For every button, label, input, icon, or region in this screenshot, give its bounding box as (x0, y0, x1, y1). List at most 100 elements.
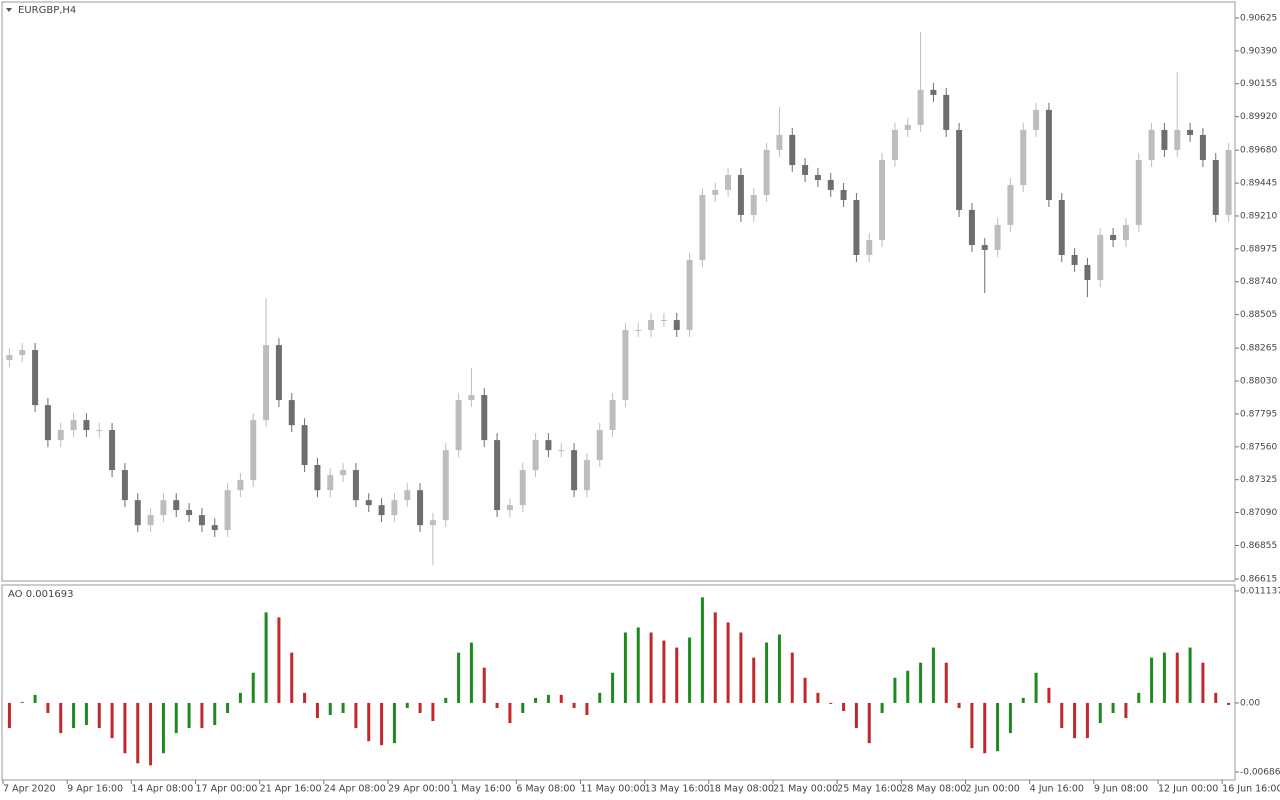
ao-bar (1098, 702, 1102, 724)
y-tick-label: -0.006864 (1240, 767, 1280, 777)
candle-body (1122, 224, 1129, 241)
symbol-menu[interactable] (6, 8, 12, 12)
ao-bar (880, 702, 884, 713)
candle-body (1187, 129, 1194, 135)
ao-bar (688, 637, 692, 703)
ao-bar (251, 672, 255, 703)
ao-bar (33, 694, 37, 703)
candle-body (712, 189, 719, 195)
x-tick-label: 7 Apr 2020 (3, 784, 56, 795)
ao-bar (290, 652, 294, 703)
ao-bar (1124, 702, 1128, 719)
ao-bar (264, 612, 268, 703)
ao-bar (444, 697, 448, 703)
ao-bar (1085, 702, 1089, 739)
candle-body (1071, 254, 1078, 265)
x-tick-label: 17 Apr 00:00 (196, 784, 258, 795)
candle-body (211, 525, 218, 531)
y-tick-label: 0.88740 (1240, 277, 1277, 287)
candle-body (1084, 264, 1091, 281)
candle-body (1097, 234, 1104, 281)
candle-body (70, 420, 77, 431)
candle-body (288, 400, 295, 426)
candle-body (1020, 129, 1027, 186)
candle-body (737, 174, 744, 215)
candle-body (1033, 109, 1040, 130)
x-tick-label: 21 Apr 16:00 (260, 784, 322, 795)
candle-body (263, 345, 270, 421)
candle-body (1110, 234, 1117, 241)
ao-bar (765, 642, 769, 703)
candle-body (866, 240, 873, 255)
candle-body (506, 505, 513, 511)
y-tick-label: 0.90390 (1240, 46, 1277, 56)
candle-body (121, 470, 128, 501)
ao-bar (713, 612, 717, 703)
y-tick-label: 0.87560 (1240, 442, 1277, 452)
ao-bar (392, 702, 396, 744)
ao-bar (136, 702, 140, 764)
y-tick-label: 0.88265 (1240, 344, 1277, 354)
ao-bar (1162, 652, 1166, 703)
candle-body (314, 465, 321, 491)
ao-bar (1227, 702, 1231, 705)
candle-body (429, 520, 436, 526)
x-tick-label: 14 Apr 08:00 (131, 784, 193, 795)
ao-bar (1073, 702, 1077, 739)
ao-bar (521, 702, 525, 713)
ao-bar (59, 702, 63, 734)
candle-body (776, 134, 783, 150)
candle-body (468, 395, 475, 401)
ao-bar (1188, 647, 1192, 703)
ao-bar (598, 692, 602, 703)
y-tick-label: 0.89680 (1240, 146, 1277, 156)
x-tick-label: 11 May 00:00 (581, 784, 646, 795)
ao-bar (1008, 702, 1012, 734)
ao-bar (790, 652, 794, 703)
y-tick-label: 0.00 (1240, 698, 1260, 708)
x-tick-label: 18 May 08:00 (709, 784, 774, 795)
ao-bar (777, 634, 781, 703)
ao-bar (546, 694, 550, 703)
candle-body (6, 355, 13, 361)
candle-body (622, 329, 629, 401)
ao-bar (20, 701, 24, 703)
ao-bar (636, 627, 640, 703)
candle-body (994, 224, 1001, 250)
x-tick-label: 6 May 08:00 (516, 784, 575, 795)
candle-body (789, 134, 796, 166)
candle-body (635, 329, 642, 331)
candle-body (763, 149, 770, 195)
ao-bar (187, 702, 191, 729)
candle-body (237, 480, 244, 491)
x-tick-label: 1 May 16:00 (452, 784, 511, 795)
ao-bar (174, 702, 178, 734)
ao-bar (803, 677, 807, 703)
y-tick-label: 0.88505 (1240, 310, 1277, 320)
y-tick-label: 0.89445 (1240, 179, 1277, 189)
candle-body (1199, 134, 1206, 160)
candle-body (1161, 129, 1168, 150)
candle-body (827, 179, 834, 190)
candle-body (250, 420, 257, 481)
x-tick-label: 13 May 16:00 (645, 784, 710, 795)
ao-bar (277, 617, 281, 703)
candle-body (596, 430, 603, 461)
ao-bar (1150, 657, 1154, 703)
candle-body (699, 194, 706, 261)
y-tick-label: 0.90625 (1240, 13, 1277, 23)
ao-bar (739, 632, 743, 703)
ao-bar (726, 622, 730, 703)
y-tick-label: 0.87795 (1240, 409, 1277, 419)
candle-body (904, 124, 911, 130)
ao-bar (226, 702, 230, 713)
ao-bar (149, 702, 153, 766)
candle-body (391, 500, 398, 516)
candle-body (224, 490, 231, 531)
ao-panel (1, 584, 1236, 781)
ao-bar (854, 702, 858, 729)
candle-body (96, 430, 103, 432)
ao-bar (957, 702, 961, 708)
ao-bar (919, 662, 923, 703)
